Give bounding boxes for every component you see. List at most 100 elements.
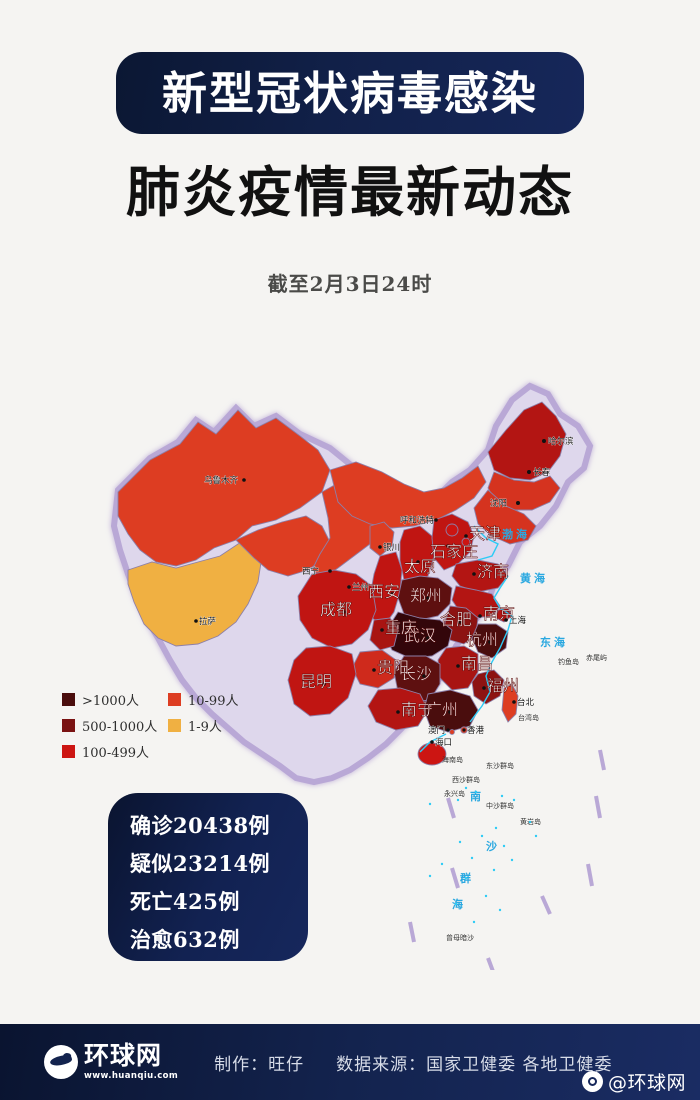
province-hebei (431, 513, 475, 571)
svg-text:合肥: 合肥 (440, 611, 472, 629)
svg-text:西宁: 西宁 (302, 566, 319, 577)
svg-text:石家庄: 石家庄 (430, 543, 478, 561)
island-label-hainan: 海南岛 (442, 755, 463, 764)
svg-text:拉萨: 拉萨 (199, 616, 217, 627)
city-hohhot: 呼和浩特 (400, 515, 438, 526)
weibo-watermark[interactable]: @环球网 (581, 1068, 686, 1095)
legend-swatch-icon (168, 692, 181, 706)
svg-text:南昌: 南昌 (461, 655, 493, 673)
svg-text:澳门: 澳门 (428, 725, 445, 736)
logo-url: www.huanqiu.com (84, 1071, 179, 1081)
island-label-diaoyu: 钓鱼岛 (558, 657, 579, 666)
city-tianjin: 天津 (464, 525, 501, 543)
map-provinces (117, 401, 567, 766)
banner-title: 新型冠状病毒感染 (161, 66, 538, 120)
svg-text:太原: 太原 (404, 558, 436, 576)
legend-label: 100-499人 (82, 745, 150, 761)
city-lhasa: 拉萨 (194, 616, 217, 627)
svg-text:广州: 广州 (426, 701, 458, 719)
province-beijing (445, 523, 459, 537)
city-changchun: 长春 (527, 467, 551, 478)
svg-text:银川: 银川 (383, 542, 400, 553)
svg-text:昆明: 昆明 (300, 674, 332, 691)
city-hongkong: 香港 (462, 725, 485, 736)
svg-text:福州: 福州 (487, 677, 519, 695)
credit-text: 制作：旺仔 (214, 1054, 305, 1075)
globe-bird-icon (44, 1045, 78, 1079)
svg-text:兰州: 兰州 (352, 582, 369, 593)
city-shanghai: 上海 (504, 615, 527, 626)
huanqiu-logo[interactable]: 环球网 www.huanqiu.com (44, 1043, 178, 1081)
legend-swatch-icon (168, 718, 181, 732)
page-subtitle: 肺炎疫情最新动态 (126, 161, 574, 224)
map-city-labels: 乌鲁木齐 哈尔滨 长春 沈阳 呼和浩特 银川 西宁 兰州 拉萨 太原 石家庄 天… (194, 436, 574, 748)
sea-label-bohai: 渤海 (502, 527, 530, 541)
province-liaoning (473, 489, 537, 545)
logo-name: 环球网 (84, 1041, 163, 1070)
stat-deaths: 死亡425例 (130, 889, 240, 914)
svg-text:台北: 台北 (517, 697, 535, 708)
city-taiyuan: 太原 (404, 558, 437, 577)
city-nanchang: 南昌 (456, 655, 493, 673)
province-heilongjiang (487, 401, 567, 481)
sea-label-nanhai-2: 沙 (486, 840, 500, 853)
province-macau (449, 729, 455, 735)
city-zhengzhou: 郑州 (410, 587, 443, 606)
province-taiwan (501, 683, 519, 723)
svg-text:呼和浩特: 呼和浩特 (400, 515, 435, 526)
island-label-xisha: 西沙群岛 (452, 775, 480, 784)
title-banner: 新型冠状病毒感染 (116, 52, 584, 134)
weibo-handle: @环球网 (607, 1072, 686, 1094)
svg-text:成都: 成都 (320, 601, 352, 619)
sea-label-huanghai: 黄海 (520, 571, 548, 585)
city-xian: 西安 (368, 583, 401, 602)
sea-label-donghai: 东海 (540, 635, 568, 649)
svg-text:南宁: 南宁 (401, 701, 433, 719)
city-changsha: 长沙 (400, 665, 433, 684)
city-wuhan: 武汉 (404, 627, 437, 646)
legend-item: 500-1000人 (62, 712, 157, 738)
china-epidemic-map: 渤海 黄海 东海 南 沙 群 海 乌鲁木齐 哈尔滨 长春 沈阳 呼和浩特 银川 … (0, 330, 700, 970)
sea-label-nanhai-4: 海 (452, 897, 466, 911)
city-fuzhou: 福州 (482, 677, 519, 695)
legend-label: >1000人 (82, 693, 139, 709)
svg-text:杭州: 杭州 (466, 631, 498, 649)
province-shandong (451, 559, 509, 593)
city-hangzhou: 杭州 (466, 631, 499, 650)
svg-text:长沙: 长沙 (400, 665, 432, 683)
summary-stats-box: 确诊20438例 疑似23214例 死亡425例 治愈632例 (108, 793, 308, 961)
province-tibet (127, 535, 263, 647)
city-jinan: 济南 (472, 563, 509, 581)
province-guangxi (367, 687, 429, 731)
legend-column-2: 10-99人 1-9人 (168, 686, 238, 738)
svg-text:西安: 西安 (368, 583, 400, 601)
city-macau: 澳门 (428, 725, 450, 736)
legend-item: 1-9人 (168, 712, 238, 738)
city-hefei: 合肥 (440, 611, 473, 630)
date-line: 截至2月3日24时 (267, 272, 433, 296)
city-xining: 西宁 (302, 566, 332, 577)
footer-bar: 环球网 www.huanqiu.com 制作：旺仔 数据来源：国家卫健委 各地卫… (0, 1024, 700, 1100)
city-kunming: 昆明 (300, 674, 333, 692)
island-label-zengmu: 曾母暗沙 (446, 933, 474, 942)
city-lanzhou: 兰州 (347, 582, 369, 593)
svg-text:哈尔滨: 哈尔滨 (548, 436, 574, 447)
province-henan (397, 575, 453, 621)
weibo-icon (581, 1071, 603, 1092)
island-label-chiwei: 赤尾屿 (586, 653, 607, 662)
svg-text:香港: 香港 (467, 725, 485, 736)
city-guangzhou: 广州 (426, 701, 459, 720)
legend-item: 10-99人 (168, 686, 238, 712)
province-chongqing (369, 617, 399, 651)
city-haikou: 海口 (430, 737, 452, 748)
province-sichuan (297, 569, 377, 649)
city-chongqing: 重庆 (380, 619, 417, 637)
source-text: 数据来源：国家卫健委 各地卫健委 (336, 1054, 613, 1075)
city-taipei: 台北 (512, 697, 535, 708)
city-chengdu: 成都 (320, 601, 353, 620)
svg-text:长春: 长春 (533, 467, 551, 478)
svg-text:重庆: 重庆 (385, 619, 417, 637)
legend-item: >1000人 (62, 686, 157, 712)
legend-label: 1-9人 (188, 719, 222, 735)
